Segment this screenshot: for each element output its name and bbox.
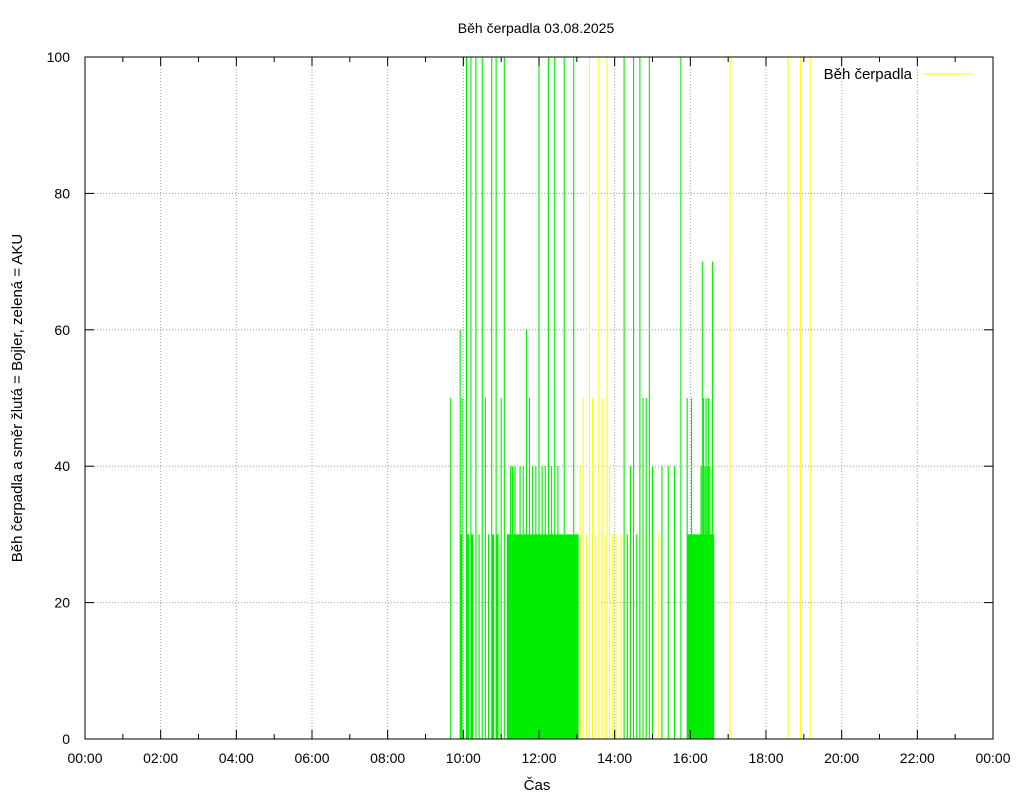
y-tick-label: 80 [54,185,70,201]
x-tick-labels: 00:00 02:00 04:00 06:00 08:00 10:00 12:00 14:00… [67,750,1010,766]
pump-run-block [711,534,713,739]
pump-run-block [696,534,698,739]
pump-run-block [552,534,555,739]
x-tick-label: 04:00 [219,750,254,766]
pump-run-block [526,534,528,739]
pump-run-block [532,534,534,739]
x-tick-label: 00:00 [975,750,1010,766]
pump-run-block [529,534,531,739]
pump-run-block [567,534,569,739]
pump-run-block [703,534,705,739]
pump-run-block [708,534,710,739]
pump-run-block [554,534,557,739]
pump-run-block [510,534,513,739]
pump-run-block [491,534,494,739]
ticks [84,56,994,740]
pump-run-block [545,534,547,739]
bars [450,57,811,739]
pump-run-block [691,534,694,739]
pump-run-block [537,534,539,739]
pump-run-block [524,534,527,739]
pump-run-block [507,534,509,739]
x-tick-label: 00:00 [67,750,102,766]
y-tick-label: 0 [62,731,70,747]
chart-title: Běh čerpadla 03.08.2025 [458,20,615,36]
pump-run-block [516,534,519,739]
pump-run-block [568,534,571,739]
pump-run-block [699,534,702,739]
pump-run-block [559,534,562,739]
pump-run-block [527,534,530,739]
x-tick-label: 16:00 [673,750,708,766]
pump-run-block [564,534,566,739]
pump-run-block [709,534,712,739]
x-tick-label: 06:00 [294,750,329,766]
pump-run-block [515,534,517,739]
y-tick-label: 60 [54,322,70,338]
pump-run-block [570,534,572,739]
legend-label: Běh čerpadla [824,66,913,83]
pump-run-block [690,534,692,739]
x-tick-label: 18:00 [748,750,783,766]
pump-run-block [546,534,549,739]
pump-run-block [712,534,714,739]
pump-run-block [530,534,533,739]
pump-run-block [549,534,552,739]
pump-run-block [561,534,563,739]
pump-run-block [697,534,700,739]
pump-run-block [518,534,521,739]
pump-run-block [540,534,543,739]
pump-run-block [551,534,553,739]
pump-run-block [513,534,516,739]
y-tick-labels: 0 20 40 60 80 100 [47,49,71,747]
y-tick-label: 100 [47,49,71,65]
legend: Běh čerpadla [824,66,974,83]
pump-run-block [571,534,574,739]
pump-run-block [542,534,544,739]
pump-run-block [496,534,499,739]
pump-run-block [565,534,568,739]
x-tick-label: 08:00 [370,750,405,766]
x-tick-label: 20:00 [824,750,859,766]
pump-run-block [704,534,707,739]
pump-run-block [539,534,541,739]
x-tick-label: 02:00 [143,750,178,766]
pump-run-block [460,534,463,739]
pump-run-block [573,534,575,739]
pump-run-block [466,534,469,739]
pump-run-block [470,534,473,739]
pump-run-block [702,534,704,739]
x-tick-label: 10:00 [446,750,481,766]
pump-run-block [701,534,703,739]
pump-run-block [520,534,522,739]
pump-run-block [707,534,709,739]
pump-run-block [576,534,579,739]
pump-run-block [556,534,558,739]
x-tick-label: 22:00 [900,750,935,766]
x-tick-label: 14:00 [597,750,632,766]
pump-run-block [521,534,524,739]
pump-run-block [688,534,691,739]
pump-run-block [706,534,708,739]
x-tick-label: 12:00 [521,750,556,766]
y-tick-label: 20 [54,595,70,611]
y-axis-label: Běh čerpadla a směr žlutá = Bojler, zele… [9,234,26,563]
pump-run-block [693,534,695,739]
x-axis-label: Čas [524,777,551,794]
pump-run-block [557,534,560,739]
pump-run-block [548,534,550,739]
y-tick-label: 40 [54,458,70,474]
pump-run-block [512,534,514,739]
pump-run-block [533,534,536,739]
pump-run-block [687,534,689,739]
pump-run-block [562,534,565,739]
pump-run-block [508,534,511,739]
pump-run-block [694,534,697,739]
pump-run-block [535,534,538,739]
pump-run-block [543,534,546,739]
pump-run-block [523,534,525,739]
pump-run-block [574,534,577,739]
